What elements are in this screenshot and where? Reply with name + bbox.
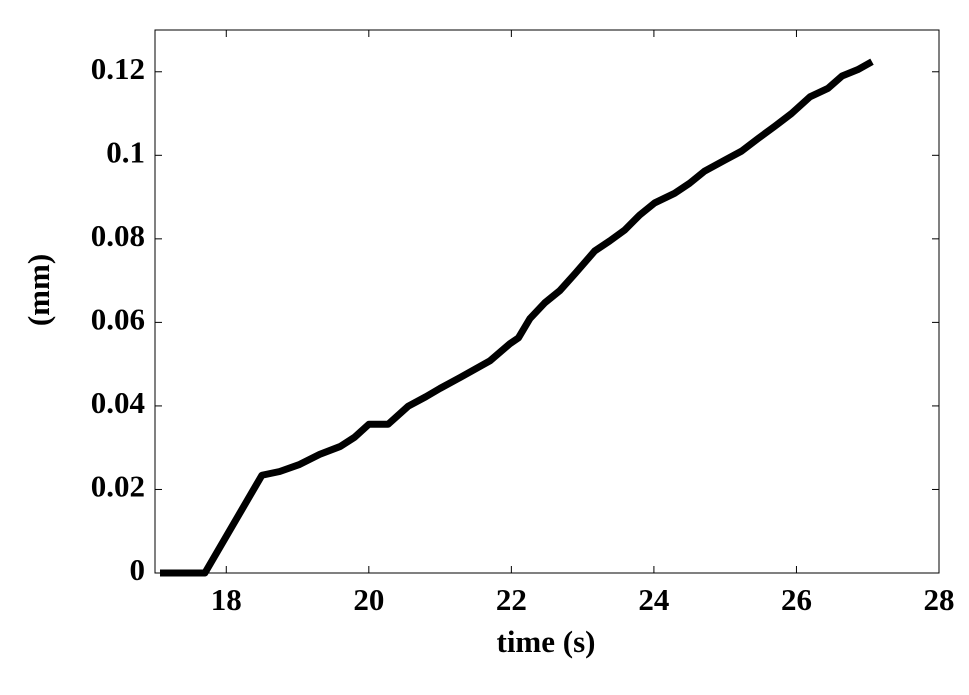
y-tick-label: 0.08 [91, 218, 145, 253]
plot-frame [154, 29, 940, 574]
y-axis-label: (mm) [21, 254, 56, 326]
x-tick-label: 20 [353, 582, 384, 617]
y-tick-label: 0 [130, 552, 146, 587]
y-tick-label: 0.06 [91, 301, 145, 336]
data-line [159, 58, 874, 577]
y-tick-label: 0.02 [91, 469, 145, 504]
x-tick-label: 18 [211, 582, 242, 617]
x-tick-label: 22 [496, 582, 527, 617]
y-tick-label: 0.12 [91, 51, 145, 86]
x-tick-label: 26 [781, 582, 812, 617]
y-tick-label: 0.1 [106, 134, 145, 169]
y-tick-label: 0.04 [91, 385, 145, 420]
x-axis-label: time (s) [497, 624, 596, 659]
x-tick-label: 28 [924, 582, 955, 617]
x-tick-label: 24 [638, 582, 669, 617]
